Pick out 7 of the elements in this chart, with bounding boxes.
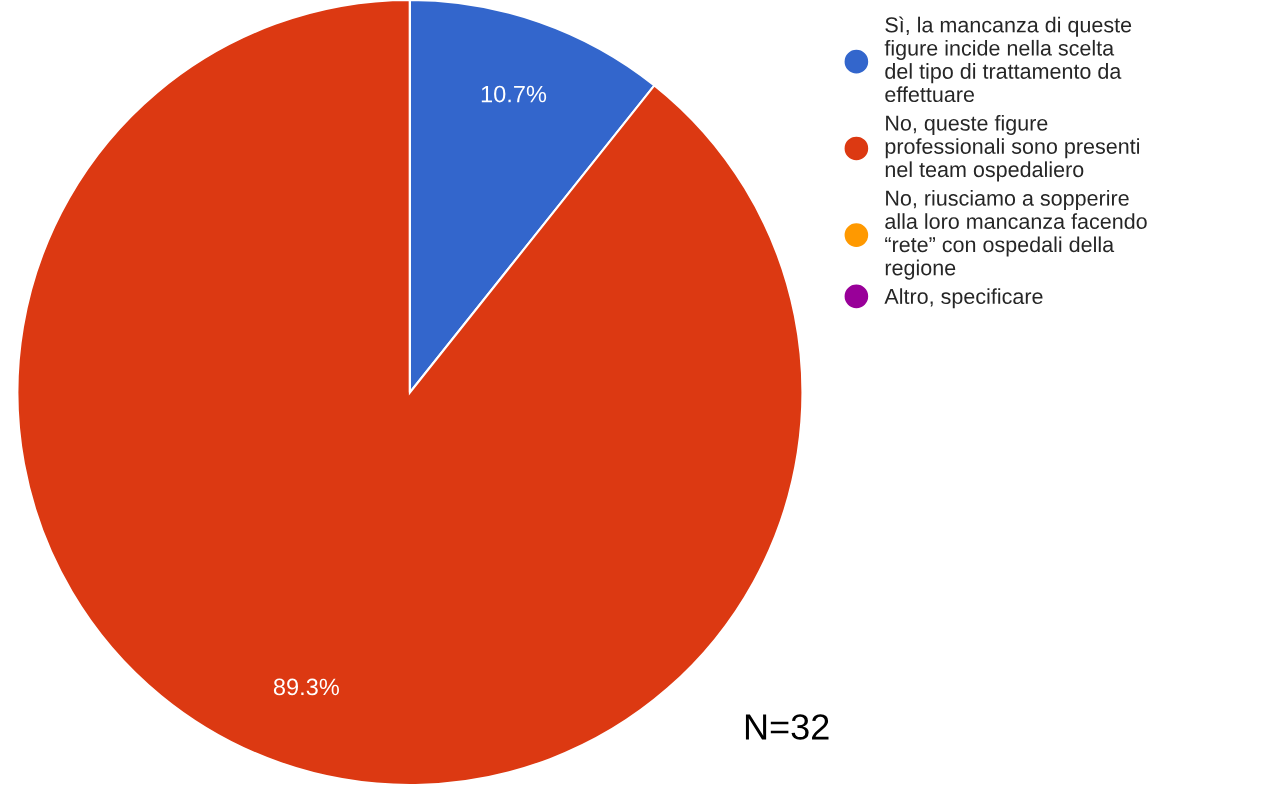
data-label: 10.7% — [481, 85, 547, 103]
data-label: 89.3% — [273, 678, 339, 696]
legend-label: No, queste figure professionali sono presenti nel team ospedaliero — [885, 114, 1140, 182]
text: N=32 — [745, 714, 829, 740]
legend-label: No, riusciamo a sopperire alla loro mancanza facendo “rete” con ospedali della regione — [885, 190, 1147, 280]
legend-label: Sì, la mancanza di queste figure incide nella scelta del tipo di trattamento da effettuare — [884, 16, 1132, 103]
legend-label: Altro, specificare — [884, 288, 1043, 309]
